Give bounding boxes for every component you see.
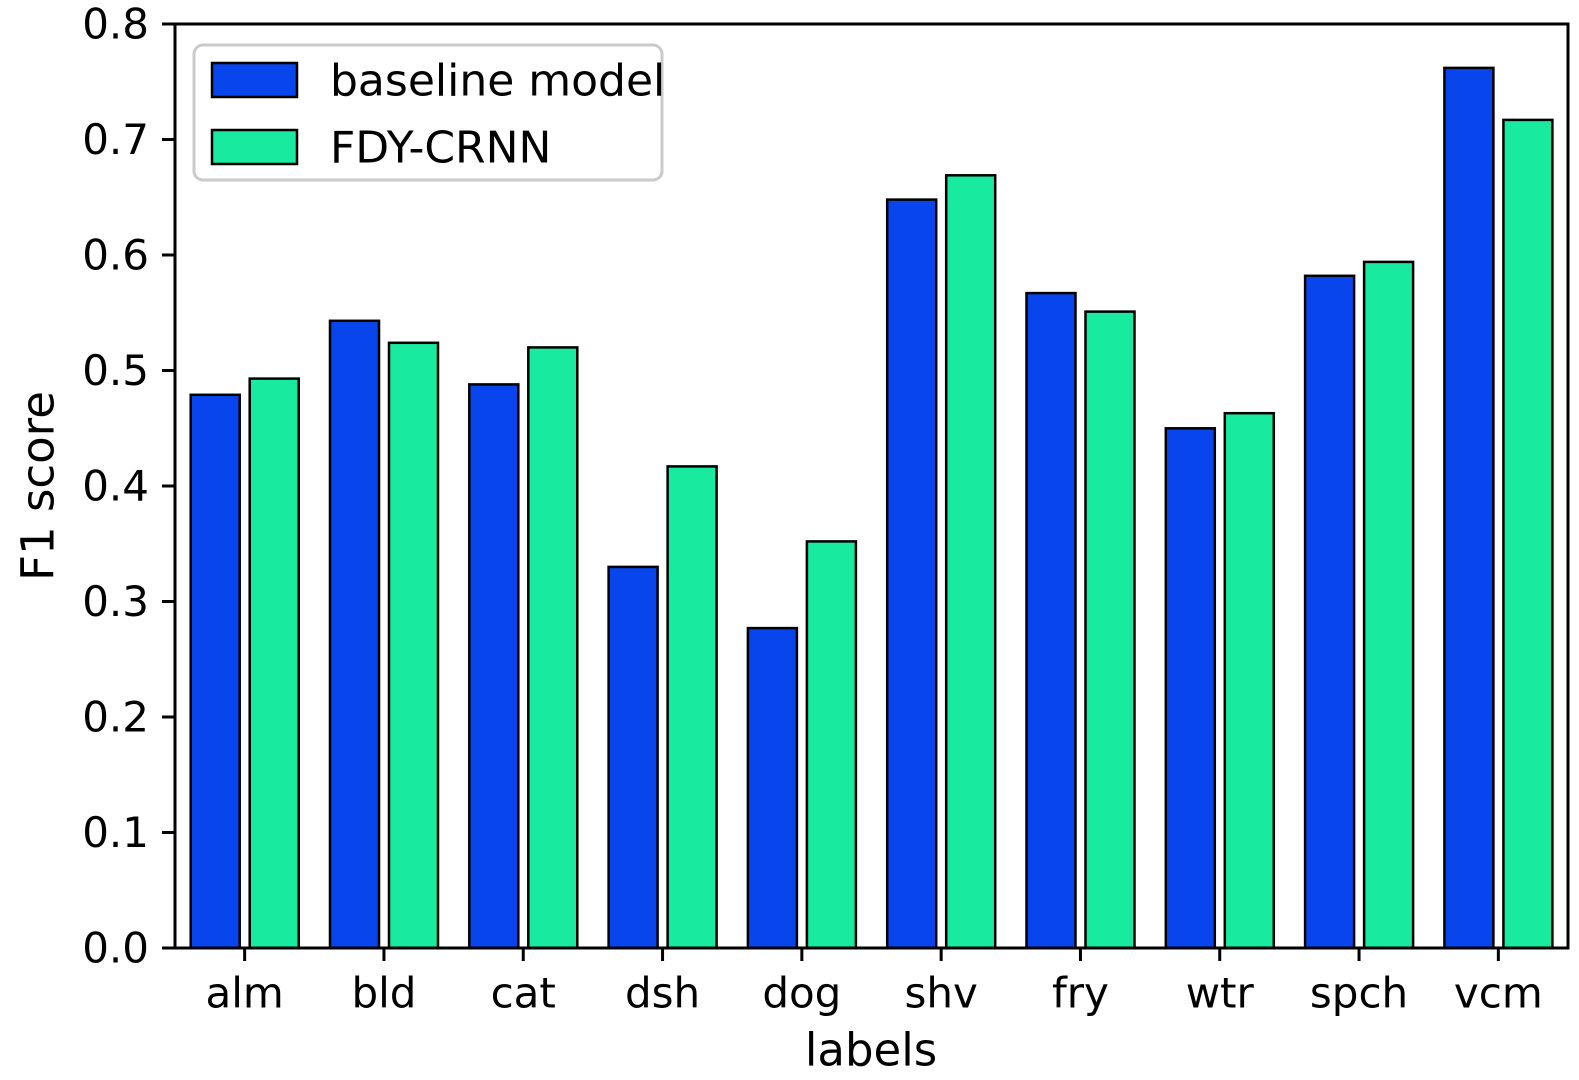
y-tick-label-0.5: 0.5	[82, 346, 149, 395]
x-tick-label-spch: spch	[1310, 969, 1408, 1018]
bar-baseline-spch	[1303, 274, 1356, 950]
x-axis-label: labels	[805, 1024, 937, 1077]
bar-baseline-dsh	[607, 565, 659, 950]
bar-fdy-bld	[387, 341, 440, 950]
bar-baseline-cat	[468, 383, 520, 950]
bar-baseline-bld	[328, 319, 381, 950]
x-tick-label-alm: alm	[205, 969, 283, 1018]
bar-fdy-dsh	[666, 465, 718, 950]
bar-baseline-shv	[885, 198, 938, 950]
bar-fdy-vcm	[1502, 118, 1554, 950]
legend-swatch-fdy	[210, 128, 299, 166]
axes-layer: 0.0 0.1 0.2 0.3 0.4 0.5 0.6 0.7 0.8 alm bld cat dsh d…	[82, 0, 1570, 1018]
bar-fdy-spch	[1362, 260, 1415, 950]
y-tick-label-0.6: 0.6	[82, 231, 149, 280]
bar-fdy-alm	[248, 377, 300, 950]
bar-fdy-cat	[527, 346, 579, 950]
x-tick-label-cat: cat	[491, 969, 556, 1018]
bar-fdy-wtr	[1223, 411, 1276, 950]
bar-baseline-alm	[189, 393, 241, 950]
x-tick-label-shv: shv	[904, 969, 977, 1018]
bar-baseline-fry	[1025, 291, 1077, 950]
legend-label-baseline: baseline model	[330, 56, 665, 107]
legend-box	[192, 43, 664, 182]
bar-fdy-dog	[805, 540, 858, 950]
bar-fdy-shv	[944, 174, 997, 950]
y-tick-label-0.2: 0.2	[82, 693, 149, 742]
bar-baseline-wtr	[1164, 427, 1217, 950]
y-tick-label-0.4: 0.4	[82, 462, 149, 511]
x-tick-label-fry: fry	[1052, 969, 1109, 1018]
x-tick-label-wtr: wtr	[1186, 969, 1255, 1018]
y-tick-label-0.3: 0.3	[82, 577, 149, 626]
y-tick-label-0.0: 0.0	[82, 924, 149, 973]
x-tick-label-bld: bld	[351, 969, 416, 1018]
legend-label-fdy: FDY-CRNN	[330, 123, 551, 174]
bars-layer	[189, 66, 1554, 950]
y-tick-label-0.1: 0.1	[82, 808, 149, 857]
y-tick-label-0.8: 0.8	[82, 0, 149, 49]
y-axis-label: F1 score	[12, 391, 65, 581]
y-tick-label-0.7: 0.7	[82, 115, 149, 164]
x-tick-label-dog: dog	[762, 969, 841, 1018]
legend-swatch-baseline	[210, 61, 299, 99]
x-tick-label-dsh: dsh	[625, 969, 700, 1018]
bar-baseline-dog	[746, 626, 799, 950]
bar-baseline-vcm	[1443, 66, 1495, 950]
bar-fdy-fry	[1084, 310, 1136, 950]
legend: baseline model FDY-CRNN	[192, 43, 665, 182]
x-tick-label-vcm: vcm	[1454, 969, 1543, 1018]
